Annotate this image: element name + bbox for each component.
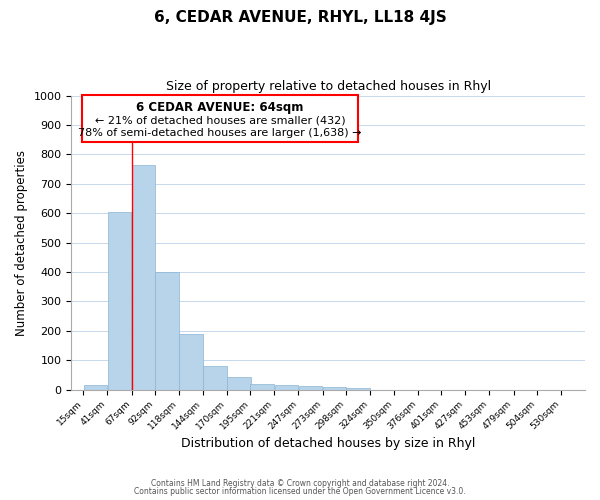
Text: Contains public sector information licensed under the Open Government Licence v3: Contains public sector information licen… (134, 487, 466, 496)
Y-axis label: Number of detached properties: Number of detached properties (15, 150, 28, 336)
X-axis label: Distribution of detached houses by size in Rhyl: Distribution of detached houses by size … (181, 437, 475, 450)
Text: Contains HM Land Registry data © Crown copyright and database right 2024.: Contains HM Land Registry data © Crown c… (151, 478, 449, 488)
Bar (203, 366, 227, 390)
Bar (227, 378, 251, 390)
Bar (83, 385, 107, 390)
Text: 6 CEDAR AVENUE: 64sqm: 6 CEDAR AVENUE: 64sqm (136, 101, 304, 114)
Bar (132, 164, 155, 390)
Bar (179, 334, 203, 390)
Text: 6, CEDAR AVENUE, RHYL, LL18 4JS: 6, CEDAR AVENUE, RHYL, LL18 4JS (154, 10, 446, 25)
Bar (107, 212, 131, 390)
Bar (275, 385, 298, 390)
Text: ← 21% of detached houses are smaller (432): ← 21% of detached houses are smaller (43… (95, 116, 346, 126)
Title: Size of property relative to detached houses in Rhyl: Size of property relative to detached ho… (166, 80, 491, 93)
Bar (155, 272, 179, 390)
Bar (299, 386, 322, 390)
Bar (346, 388, 370, 390)
Text: 78% of semi-detached houses are larger (1,638) →: 78% of semi-detached houses are larger (… (79, 128, 362, 138)
Bar (323, 388, 346, 390)
Bar (250, 384, 274, 390)
